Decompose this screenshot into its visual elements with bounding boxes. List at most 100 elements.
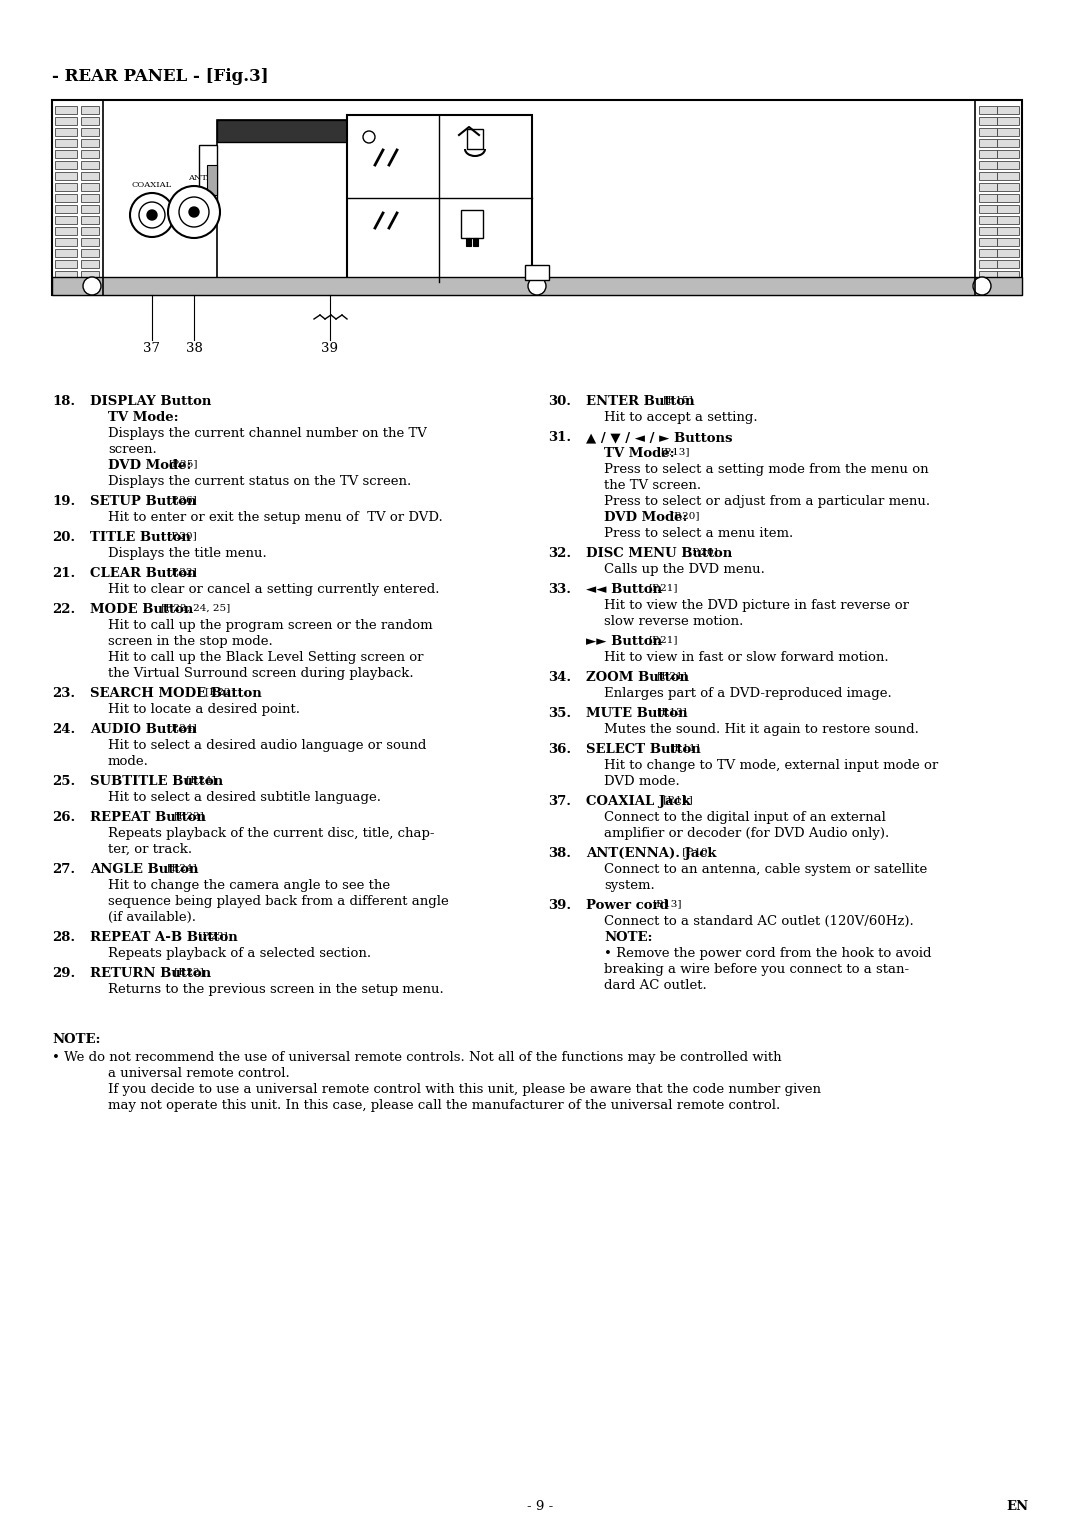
Bar xyxy=(81,105,99,114)
Text: Hit to view the DVD picture in fast reverse or: Hit to view the DVD picture in fast reve… xyxy=(604,600,909,612)
Bar xyxy=(978,139,997,146)
Bar xyxy=(81,172,99,180)
Bar xyxy=(978,272,997,279)
Text: system.: system. xyxy=(604,879,654,893)
Circle shape xyxy=(168,186,220,238)
Bar xyxy=(81,272,99,279)
Text: Hit to change to TV mode, external input mode or: Hit to change to TV mode, external input… xyxy=(604,758,939,772)
Bar xyxy=(81,128,99,136)
Text: NOTE:: NOTE: xyxy=(604,931,652,945)
Bar xyxy=(81,183,99,191)
Text: [P.11]: [P.11] xyxy=(660,795,693,804)
Text: [P.20]: [P.20] xyxy=(164,531,198,540)
Text: [P.13]: [P.13] xyxy=(652,899,681,908)
Text: COAXIAL: COAXIAL xyxy=(132,182,172,189)
Text: mode.: mode. xyxy=(108,755,149,768)
Text: SUBTITLE Button: SUBTITLE Button xyxy=(90,775,224,787)
Bar xyxy=(997,139,1020,146)
Bar xyxy=(55,217,77,224)
Text: Hit to call up the program screen or the random: Hit to call up the program screen or the… xyxy=(108,620,433,632)
Text: REPEAT Button: REPEAT Button xyxy=(90,810,206,824)
Bar xyxy=(461,211,483,238)
Bar xyxy=(997,282,1020,290)
Bar xyxy=(525,266,549,279)
Text: 20.: 20. xyxy=(52,531,76,543)
Bar xyxy=(997,259,1020,269)
Text: 24.: 24. xyxy=(52,723,76,736)
Text: • Remove the power cord from the hook to avoid: • Remove the power cord from the hook to… xyxy=(604,948,931,960)
Bar xyxy=(199,145,217,215)
Circle shape xyxy=(973,278,991,295)
Bar xyxy=(81,249,99,256)
Text: amplifier or decoder (for DVD Audio only).: amplifier or decoder (for DVD Audio only… xyxy=(604,827,889,839)
Text: Returns to the previous screen in the setup menu.: Returns to the previous screen in the se… xyxy=(108,983,444,996)
Text: DVD Mode:: DVD Mode: xyxy=(108,459,191,472)
Bar xyxy=(55,118,77,125)
Text: - REAR PANEL - [Fig.3]: - REAR PANEL - [Fig.3] xyxy=(52,69,269,85)
Text: 37: 37 xyxy=(144,342,161,356)
Text: Connect to a standard AC outlet (120V/60Hz).: Connect to a standard AC outlet (120V/60… xyxy=(604,916,914,928)
Text: [P.21]: [P.21] xyxy=(648,635,677,644)
Text: Hit to select a desired audio language or sound: Hit to select a desired audio language o… xyxy=(108,739,427,752)
Bar xyxy=(81,282,99,290)
Text: [P.22]: [P.22] xyxy=(202,687,234,696)
Text: Power cord: Power cord xyxy=(586,899,669,913)
Bar xyxy=(978,183,997,191)
Bar xyxy=(978,249,997,256)
Text: screen.: screen. xyxy=(108,443,157,456)
Text: SETUP Button: SETUP Button xyxy=(90,494,197,508)
Text: Calls up the DVD menu.: Calls up the DVD menu. xyxy=(604,563,765,575)
Bar xyxy=(55,272,77,279)
Bar xyxy=(81,139,99,146)
Bar xyxy=(465,238,471,246)
Bar xyxy=(997,194,1020,201)
Bar xyxy=(55,128,77,136)
Bar xyxy=(217,121,347,142)
Bar xyxy=(473,238,478,246)
Text: [P.11]: [P.11] xyxy=(666,743,700,752)
Text: CLEAR Button: CLEAR Button xyxy=(90,568,197,580)
Text: 35.: 35. xyxy=(548,707,571,720)
Text: 22.: 22. xyxy=(52,603,76,617)
Bar xyxy=(997,150,1020,159)
Bar xyxy=(81,259,99,269)
Circle shape xyxy=(139,201,165,227)
Text: screen in the stop mode.: screen in the stop mode. xyxy=(108,635,273,649)
Text: 37.: 37. xyxy=(548,795,571,807)
Text: [P.13]: [P.13] xyxy=(654,707,687,716)
Text: 38: 38 xyxy=(186,342,202,356)
Text: DVD Mode:: DVD Mode: xyxy=(604,511,688,523)
Text: Hit to accept a setting.: Hit to accept a setting. xyxy=(604,410,758,424)
Text: ANT.: ANT. xyxy=(188,174,208,182)
Text: Hit to call up the Black Level Setting screen or: Hit to call up the Black Level Setting s… xyxy=(108,652,423,664)
Text: Hit to locate a desired point.: Hit to locate a desired point. xyxy=(108,703,300,716)
Text: ▲ / ▼ / ◄ / ► Buttons: ▲ / ▼ / ◄ / ► Buttons xyxy=(586,430,732,444)
Bar xyxy=(81,162,99,169)
Text: ENTER Button: ENTER Button xyxy=(586,395,694,407)
Bar xyxy=(55,282,77,290)
Text: Connect to the digital input of an external: Connect to the digital input of an exter… xyxy=(604,810,886,824)
Circle shape xyxy=(130,192,174,237)
Text: ANGLE Button: ANGLE Button xyxy=(90,864,199,876)
Text: 21.: 21. xyxy=(52,568,76,580)
Text: [P.21]: [P.21] xyxy=(654,671,687,681)
Text: [P.24]: [P.24] xyxy=(164,864,198,871)
Text: 27.: 27. xyxy=(52,864,76,876)
Text: 36.: 36. xyxy=(548,743,571,755)
Text: 39.: 39. xyxy=(548,899,571,913)
Bar xyxy=(978,259,997,269)
Text: (if available).: (if available). xyxy=(108,911,195,925)
Text: 29.: 29. xyxy=(52,967,76,980)
Bar xyxy=(55,194,77,201)
Bar xyxy=(997,249,1020,256)
Bar xyxy=(55,162,77,169)
Text: ►► Button: ►► Button xyxy=(586,635,662,649)
Text: [P.25]: [P.25] xyxy=(168,459,198,468)
Bar xyxy=(81,194,99,201)
Text: [P.13]: [P.13] xyxy=(660,447,689,456)
Text: 39: 39 xyxy=(322,342,338,356)
Bar xyxy=(217,121,347,279)
Text: [P.10]: [P.10] xyxy=(679,847,712,856)
Bar xyxy=(978,172,997,180)
Text: [P.24]: [P.24] xyxy=(183,775,216,784)
